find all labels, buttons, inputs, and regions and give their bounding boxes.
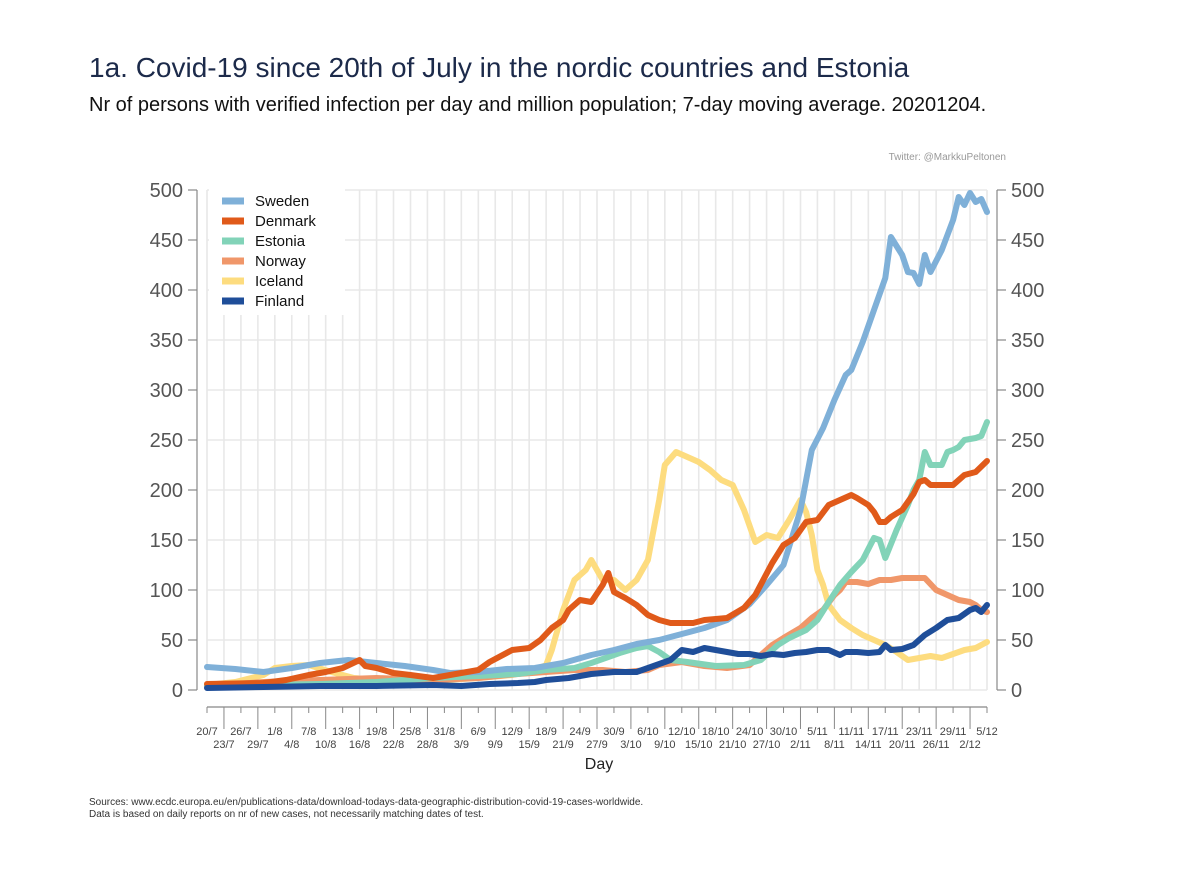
x-axis-title: Day bbox=[585, 756, 613, 773]
source-note: Sources: www.ecdc.europa.eu/en/publicati… bbox=[89, 797, 644, 808]
x-tick-label: 21/10 bbox=[719, 739, 747, 751]
legend: Sweden Denmark Estonia Norway Iceland Finland bbox=[209, 185, 345, 315]
legend-label-iceland: Iceland bbox=[255, 273, 303, 290]
x-tick-label: 12/9 bbox=[502, 726, 523, 738]
y-tick-label-left: 50 bbox=[161, 630, 183, 652]
x-tick-label: 11/11 bbox=[838, 726, 864, 738]
x-tick-label: 24/9 bbox=[569, 726, 590, 738]
x-tick-label: 26/11 bbox=[923, 739, 950, 751]
x-tick-label: 13/8 bbox=[332, 726, 353, 738]
y-tick-label-right: 150 bbox=[1011, 530, 1044, 552]
x-tick-label: 1/8 bbox=[267, 726, 282, 738]
y-tick-label-left: 450 bbox=[150, 230, 183, 252]
y-tick-label-right: 400 bbox=[1011, 280, 1044, 302]
x-tick-label: 30/9 bbox=[603, 726, 624, 738]
x-tick-label: 23/7 bbox=[213, 739, 234, 751]
series-line-denmark bbox=[204, 458, 990, 687]
x-tick-label: 20/11 bbox=[889, 739, 916, 751]
series-lines bbox=[204, 190, 990, 691]
y-tick-label-right: 0 bbox=[1011, 680, 1022, 702]
series-line-estonia bbox=[204, 419, 990, 689]
chart-subtitle: Nr of persons with verified infection pe… bbox=[89, 94, 987, 116]
x-tick-label: 26/7 bbox=[230, 726, 251, 738]
x-tick-label: 27/10 bbox=[753, 739, 781, 751]
y-tick-label-right: 450 bbox=[1011, 230, 1044, 252]
legend-label-finland: Finland bbox=[255, 293, 304, 310]
y-tick-label-left: 0 bbox=[172, 680, 183, 702]
x-tick-label: 18/10 bbox=[702, 726, 730, 738]
x-tick-label: 3/10 bbox=[620, 739, 641, 751]
x-tick-label: 24/10 bbox=[736, 726, 764, 738]
x-tick-label: 18/9 bbox=[535, 726, 556, 738]
x-tick-label: 6/10 bbox=[637, 726, 658, 738]
x-tick-label: 20/7 bbox=[196, 726, 217, 738]
y-tick-label-right: 100 bbox=[1011, 580, 1044, 602]
x-tick-label: 12/10 bbox=[668, 726, 696, 738]
x-tick-label: 14/11 bbox=[855, 739, 882, 751]
x-tick-label: 31/8 bbox=[434, 726, 455, 738]
y-tick-label-left: 150 bbox=[150, 530, 183, 552]
x-tick-label: 4/8 bbox=[284, 739, 299, 751]
y-tick-label-left: 300 bbox=[150, 380, 183, 402]
y-tick-label-left: 200 bbox=[150, 480, 183, 502]
x-tick-label: 23/11 bbox=[906, 726, 933, 738]
y-tick-label-right: 250 bbox=[1011, 430, 1044, 452]
y-tick-label-right: 350 bbox=[1011, 330, 1044, 352]
y-tick-label-right: 500 bbox=[1011, 180, 1044, 202]
x-tick-label: 15/9 bbox=[518, 739, 539, 751]
x-tick-label: 16/8 bbox=[349, 739, 370, 751]
series-line-finland bbox=[204, 602, 990, 691]
x-tick-label: 10/8 bbox=[315, 739, 336, 751]
x-tick-label: 2/11 bbox=[790, 739, 811, 751]
legend-label-denmark: Denmark bbox=[255, 213, 316, 230]
x-tick-label: 17/11 bbox=[872, 726, 899, 738]
x-tick-label: 22/8 bbox=[383, 739, 404, 751]
x-tick-label: 6/9 bbox=[471, 726, 486, 738]
y-tick-label-right: 200 bbox=[1011, 480, 1044, 502]
x-tick-label: 7/8 bbox=[301, 726, 316, 738]
x-tick-label: 30/10 bbox=[770, 726, 798, 738]
credit-text: Twitter: @MarkkuPeltonen bbox=[888, 152, 1006, 163]
x-tick-label: 25/8 bbox=[400, 726, 421, 738]
legend-label-norway: Norway bbox=[255, 253, 306, 270]
x-tick-label: 21/9 bbox=[552, 739, 573, 751]
x-tick-label: 3/9 bbox=[454, 739, 469, 751]
x-tick-label: 27/9 bbox=[586, 739, 607, 751]
x-tick-label: 19/8 bbox=[366, 726, 387, 738]
y-tick-label-right: 300 bbox=[1011, 380, 1044, 402]
y-tick-label-left: 250 bbox=[150, 430, 183, 452]
x-tick-label: 5/12 bbox=[976, 726, 997, 738]
legend-box bbox=[209, 185, 345, 315]
data-note: Data is based on daily reports on nr of … bbox=[89, 809, 484, 820]
x-tick-label: 5/11 bbox=[807, 726, 828, 738]
y-tick-label-right: 50 bbox=[1011, 630, 1033, 652]
y-tick-label-left: 100 bbox=[150, 580, 183, 602]
x-tick-label: 29/7 bbox=[247, 739, 268, 751]
x-tick-label: 28/8 bbox=[417, 739, 438, 751]
x-tick-label: 29/11 bbox=[940, 726, 967, 738]
legend-label-sweden: Sweden bbox=[255, 193, 309, 210]
x-tick-label: 9/10 bbox=[654, 739, 675, 751]
axes: 0 0 50 50 100 100 150 150 200 200 250 250 300 300 350 3… bbox=[150, 180, 1045, 773]
y-tick-label-left: 350 bbox=[150, 330, 183, 352]
x-tick-label: 8/11 bbox=[824, 739, 845, 751]
y-tick-label-left: 400 bbox=[150, 280, 183, 302]
y-tick-label-left: 500 bbox=[150, 180, 183, 202]
x-tick-label: 2/12 bbox=[959, 739, 980, 751]
x-tick-label: 15/10 bbox=[685, 739, 713, 751]
legend-label-estonia: Estonia bbox=[255, 233, 306, 250]
chart-title: 1a. Covid-19 since 20th of July in the n… bbox=[89, 52, 910, 83]
x-tick-label: 9/9 bbox=[488, 739, 503, 751]
